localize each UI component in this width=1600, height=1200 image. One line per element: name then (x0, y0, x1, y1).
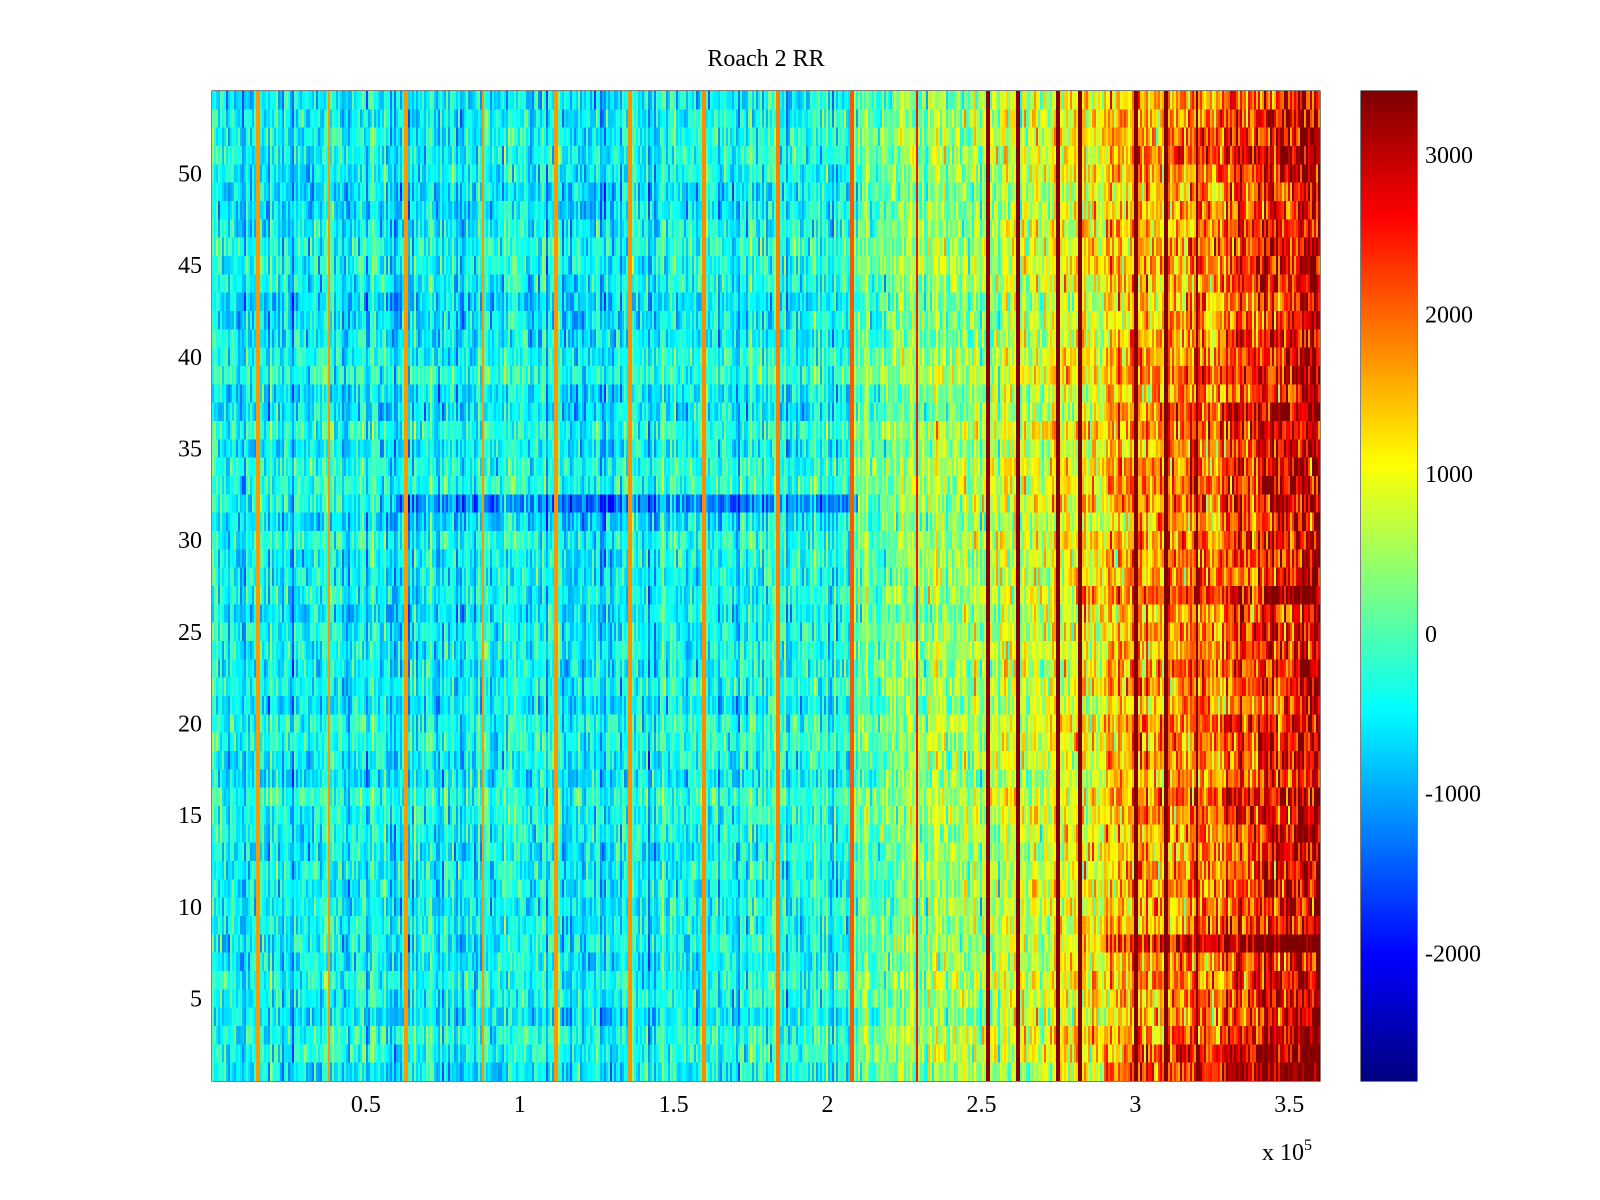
x-tick-label: 0.5 (351, 1092, 381, 1118)
y-tick-label: 35 (178, 437, 202, 463)
y-tick-label: 10 (178, 895, 202, 921)
y-tick-label: 30 (178, 528, 202, 554)
y-tick-label: 15 (178, 803, 202, 829)
x-exponent-label: x 105 (1262, 1137, 1312, 1166)
x-tick-label: 2 (822, 1092, 834, 1118)
colorbar-gradient (1361, 91, 1417, 1081)
colorbar-tick-label: 3000 (1425, 143, 1473, 169)
x-exponent-power: 5 (1304, 1137, 1312, 1154)
x-tick-label: 2.5 (966, 1092, 996, 1118)
y-tick-label: 5 (190, 987, 202, 1013)
axis-ticks: 0.5 1 1.5 2 2.5 3 3.5 5 10 15 20 25 30 35 40 45 50 -2000 -… (178, 91, 1481, 1118)
chart-title: Roach 2 RR (707, 46, 824, 72)
colorbar-tick-label: 1000 (1425, 462, 1473, 488)
svg-text:x 105: x 105 (1262, 1137, 1312, 1166)
y-tick-label: 40 (178, 345, 202, 371)
colorbar-tick-label: -1000 (1425, 782, 1481, 808)
colorbar-tick-label: 0 (1425, 622, 1437, 648)
x-tick-label: 3.5 (1274, 1092, 1304, 1118)
x-tick-label: 1 (514, 1092, 526, 1118)
colorbar-tick-label: 2000 (1425, 303, 1473, 329)
x-exponent-base: x 10 (1262, 1140, 1304, 1166)
x-tick-label: 1.5 (659, 1092, 689, 1118)
x-tick-label: 3 (1129, 1092, 1141, 1118)
colorbar-tick-label: -2000 (1425, 941, 1481, 967)
y-tick-label: 25 (178, 620, 202, 646)
y-tick-label: 50 (178, 162, 202, 188)
y-tick-label: 20 (178, 712, 202, 738)
heatmap-cells (212, 91, 1320, 1081)
y-tick-label: 45 (178, 253, 202, 279)
